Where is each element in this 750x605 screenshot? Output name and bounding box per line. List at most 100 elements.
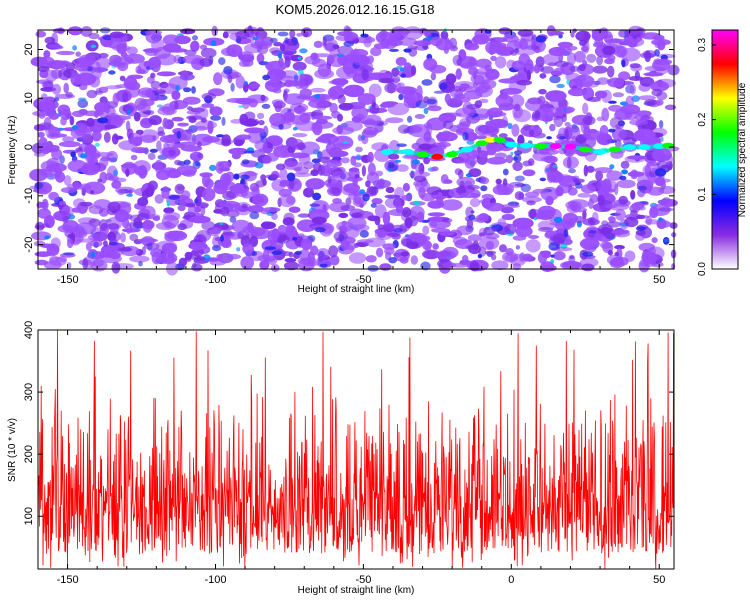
noise-blob [168,149,176,156]
noise-blob [260,94,266,102]
noise-blob [563,228,569,238]
noise-blob [93,66,106,73]
noise-blob [164,220,173,229]
noise-blob [158,252,178,265]
noise-blob [129,255,150,263]
noise-blob [411,65,417,76]
colorbar-frame [711,29,739,270]
noise-blob [395,204,404,214]
noise-blob [288,206,301,213]
noise-blob [580,184,597,194]
noise-blob [348,252,367,264]
noise-blob [128,189,133,195]
noise-blob [326,160,342,168]
noise-blob [112,92,120,106]
noise-blob [176,165,197,176]
noise-blob [327,175,332,185]
noise-blob [97,178,102,183]
noise-blob [125,120,131,132]
noise-blob [108,233,117,241]
noise-blob [385,186,395,194]
noise-blob [162,34,180,46]
noise-blob [490,253,497,261]
noise-blob [584,243,597,253]
noise-blob [402,182,410,192]
noise-blob [374,216,381,226]
noise-blob [337,113,343,122]
noise-blob [290,114,311,126]
noise-blob [184,49,197,56]
noise-blob [149,148,158,153]
noise-blob [416,211,425,223]
noise-blob [658,120,664,129]
noise-blob [607,249,613,256]
noise-blob [110,244,119,251]
noise-blob [631,202,645,211]
noise-blob [304,55,321,65]
noise-blob [152,89,166,95]
noise-blob [118,140,138,151]
signal-trace-point [623,144,636,151]
noise-blob [329,254,340,266]
noise-blob [437,141,451,148]
noise-blob [407,45,418,50]
noise-blob [235,97,255,105]
noise-blob [485,68,500,80]
noise-blob [382,243,396,250]
noise-blob [533,63,541,74]
noise-blob [127,108,131,115]
noise-blob [362,193,370,202]
noise-blob [336,221,354,232]
noise-blob [478,232,486,237]
colorbar-tick-label: 0.3 [697,38,708,52]
noise-blob [256,112,265,120]
noise-blob [312,115,333,121]
noise-blob [337,94,346,105]
noise-blob [283,261,299,271]
colorbar-tick-label: 0.1 [697,187,708,201]
noise-blob [643,72,664,77]
noise-blob [235,30,250,40]
noise-blob [190,40,200,52]
noise-blob [249,82,261,89]
noise-blob [498,27,512,35]
noise-blob [408,124,430,138]
noise-blob [485,202,505,212]
noise-blob [511,60,526,71]
noise-blob [657,207,674,212]
noise-blob [548,242,559,251]
noise-blob [653,58,662,65]
noise-blob [300,238,313,251]
noise-blob [441,218,453,223]
noise-blob [277,224,287,235]
noise-blob [357,239,374,244]
noise-blob [370,203,377,208]
noise-blob [354,174,360,179]
x-tick-label: 0 [508,574,514,586]
noise-blob [586,53,597,63]
noise-blob [77,99,89,109]
noise-blob [226,44,243,57]
y-tick-label: 300 [23,383,35,401]
noise-blob [567,156,572,169]
noise-blob [546,25,556,37]
noise-blob [275,163,286,171]
noise-blob [401,207,412,218]
noise-blob [431,166,439,172]
spectrogram-frame [37,29,675,270]
noise-blob [183,87,192,93]
noise-blob [517,220,532,231]
noise-blob [353,243,360,249]
noise-blob [423,96,430,104]
noise-blob [120,232,126,243]
noise-blob [337,53,344,57]
noise-blob [185,129,195,135]
noise-blob [243,179,248,190]
noise-blob [252,36,259,41]
noise-blob [82,110,104,117]
noise-blob [138,261,143,267]
noise-blob [265,60,287,72]
noise-blob [525,59,534,72]
noise-blob [105,39,127,49]
noise-blob [413,40,432,47]
